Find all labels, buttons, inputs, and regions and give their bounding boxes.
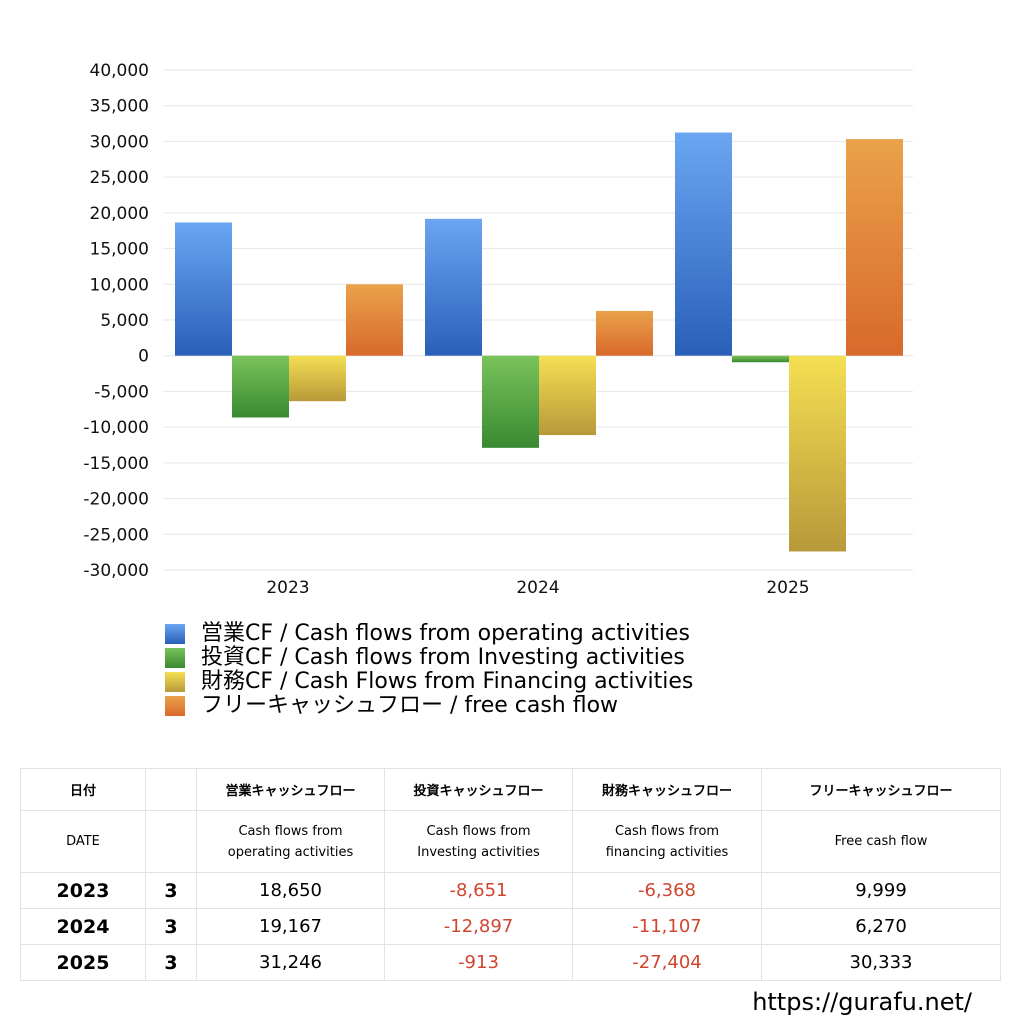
y-tick-label: 30,000 — [90, 132, 149, 152]
legend-label-investing: 投資CF / Cash flows from Investing activit… — [201, 645, 685, 670]
legend-swatch-financing — [165, 672, 185, 692]
cell-month: 3 — [145, 908, 197, 945]
cash-flow-bar-chart: 40,000 35,000 30,000 25,000 20,000 15,000 10,0… — [83, 61, 913, 598]
legend-label-free: フリーキャッシュフロー / free cash flow — [201, 693, 619, 718]
y-tick-label: 10,000 — [90, 275, 149, 295]
cell-operating: 18,650 — [196, 872, 385, 909]
y-tick-label: -20,000 — [83, 490, 149, 510]
cell-operating: 19,167 — [196, 908, 385, 945]
cell-free: 30,333 — [761, 944, 1001, 981]
legend-swatch-investing — [165, 648, 185, 668]
cell-operating: 31,246 — [196, 944, 385, 981]
y-tick-label: -5,000 — [94, 382, 149, 402]
header-investing-en: Cash flows from Investing activities — [384, 810, 573, 873]
header-operating-en-line1: Cash flows from — [238, 823, 343, 839]
bar-free-2025 — [846, 139, 903, 356]
bar-financing-2024 — [539, 355, 596, 436]
y-tick-label: 20,000 — [90, 204, 149, 224]
x-tick-label: 2024 — [516, 578, 559, 598]
cell-investing: -913 — [384, 944, 573, 981]
legend-item-investing: 投資CF / Cash flows from Investing activit… — [165, 646, 693, 670]
header-investing-en-line1: Cash flows from — [426, 823, 531, 839]
cell-year: 2025 — [20, 944, 146, 981]
header-operating-jp: 営業キャッシュフロー — [196, 768, 385, 811]
cell-year: 2024 — [20, 908, 146, 945]
header-blank-en — [145, 810, 197, 873]
header-investing-en-line2: Investing activities — [417, 844, 540, 860]
header-free-en: Free cash flow — [761, 810, 1001, 873]
cell-free: 9,999 — [761, 872, 1001, 909]
header-operating-en-line2: operating activities — [227, 844, 354, 860]
legend-swatch-operating — [165, 624, 185, 644]
bar-operating-2024 — [425, 218, 482, 356]
bar-operating-2025 — [675, 132, 732, 356]
table-header-en: DATE Cash flows from operating activities… — [20, 810, 1001, 873]
table-row: 2025 3 31,246 -913 -27,404 30,333 — [20, 944, 1001, 981]
bar-financing-2025 — [789, 355, 846, 552]
table-header-jp: 日付 営業キャッシュフロー 投資キャッシュフロー 財務キャッシュフロー フリーキ… — [20, 768, 1001, 811]
legend-label-financing: 財務CF / Cash Flows from Financing activit… — [201, 669, 694, 694]
legend-item-operating: 営業CF / Cash flows from operating activit… — [165, 622, 693, 646]
header-investing-jp: 投資キャッシュフロー — [384, 768, 573, 811]
table-row: 2024 3 19,167 -12,897 -11,107 6,270 — [20, 908, 1001, 945]
y-tick-label: -25,000 — [83, 525, 149, 545]
cell-financing: -27,404 — [572, 944, 762, 981]
y-tick-label: -30,000 — [83, 561, 149, 581]
table-row: 2023 3 18,650 -8,651 -6,368 9,999 — [20, 872, 1001, 909]
legend-swatch-free — [165, 696, 185, 716]
header-operating-en: Cash flows from operating activities — [196, 810, 385, 873]
chart-legend: 営業CF / Cash flows from operating activit… — [165, 622, 693, 718]
site-url[interactable]: https://gurafu.net/ — [752, 988, 972, 1016]
y-tick-label: 25,000 — [90, 168, 149, 188]
y-tick-label: -10,000 — [83, 418, 149, 438]
header-financing-en: Cash flows from financing activities — [572, 810, 762, 873]
header-financing-en-line2: financing activities — [605, 844, 729, 860]
header-free-jp: フリーキャッシュフロー — [761, 768, 1001, 811]
cell-year: 2023 — [20, 872, 146, 909]
legend-item-free: フリーキャッシュフロー / free cash flow — [165, 694, 693, 718]
bar-financing-2023 — [289, 355, 346, 402]
x-tick-label: 2023 — [266, 578, 309, 598]
cell-investing: -8,651 — [384, 872, 573, 909]
cell-financing: -6,368 — [572, 872, 762, 909]
y-tick-label: 40,000 — [90, 61, 149, 81]
bar-free-2023 — [346, 284, 403, 356]
y-tick-label: -15,000 — [83, 454, 149, 474]
cash-flow-table: 日付 営業キャッシュフロー 投資キャッシュフロー 財務キャッシュフロー フリーキ… — [20, 768, 1001, 981]
bar-free-2024 — [596, 310, 653, 356]
y-tick-label: 0 — [138, 347, 149, 367]
legend-item-financing: 財務CF / Cash Flows from Financing activit… — [165, 670, 693, 694]
header-blank-jp — [145, 768, 197, 811]
bar-investing-2023 — [232, 355, 289, 418]
bar-investing-2024 — [482, 355, 539, 448]
cell-investing: -12,897 — [384, 908, 573, 945]
header-date-en: DATE — [20, 810, 146, 873]
y-tick-label: 35,000 — [90, 97, 149, 117]
header-date-jp: 日付 — [20, 768, 146, 811]
x-tick-label: 2025 — [766, 578, 809, 598]
bar-investing-2025 — [732, 355, 789, 363]
cell-month: 3 — [145, 872, 197, 909]
cell-month: 3 — [145, 944, 197, 981]
legend-label-operating: 営業CF / Cash flows from operating activit… — [201, 621, 690, 646]
header-financing-en-line1: Cash flows from — [614, 823, 720, 839]
y-tick-label: 5,000 — [100, 311, 149, 331]
cell-financing: -11,107 — [572, 908, 762, 945]
header-financing-jp: 財務キャッシュフロー — [572, 768, 762, 811]
bar-operating-2023 — [175, 222, 232, 356]
cell-free: 6,270 — [761, 908, 1001, 945]
y-tick-label: 15,000 — [90, 240, 149, 260]
